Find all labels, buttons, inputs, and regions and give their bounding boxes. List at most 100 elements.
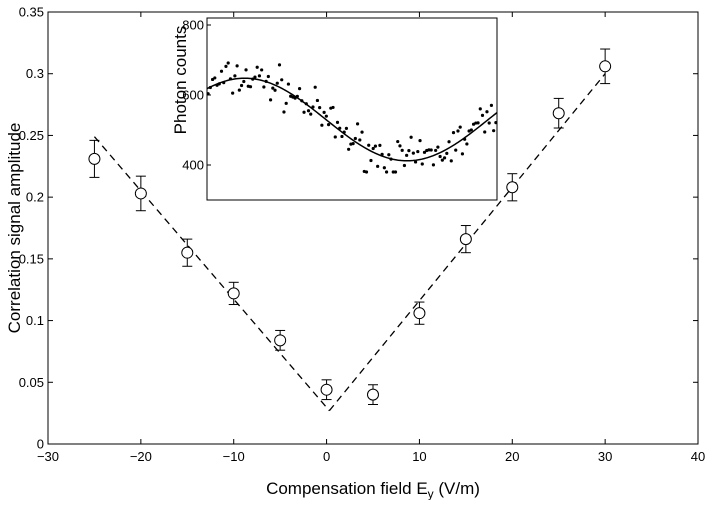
inset-point <box>286 82 291 86</box>
inset-point <box>344 126 349 130</box>
inset-point <box>266 74 270 79</box>
inset-point <box>456 129 460 133</box>
data-point <box>88 152 101 165</box>
inset-point <box>326 122 331 127</box>
inset-point <box>213 76 217 80</box>
x-axis-label: Compensation field Ey (V/m) <box>266 479 480 500</box>
inset-point <box>407 149 411 153</box>
x-tick-label: 0 <box>323 449 330 464</box>
inset-point <box>405 153 409 157</box>
main-axis-ticks: −30 −20 −10 0 10 20 30 4000.050.10.150.20.250.3… <box>19 5 706 465</box>
main-plot-frame <box>47 11 699 445</box>
x-tick-label: 30 <box>598 449 612 464</box>
inset-point <box>233 74 237 78</box>
inset-point <box>431 163 436 167</box>
inset-point <box>469 128 473 132</box>
inset-point <box>400 148 404 152</box>
x-tick-label: −30 <box>37 449 59 464</box>
main-data-points <box>88 48 612 406</box>
inset-point <box>378 143 382 147</box>
data-point <box>274 334 287 347</box>
inset-point <box>206 92 210 96</box>
inset-point <box>364 170 369 174</box>
inset-point <box>447 140 451 144</box>
inset-point <box>454 148 458 152</box>
inset-point <box>451 131 456 135</box>
inset-point <box>387 153 391 157</box>
inset-point <box>297 87 302 91</box>
inset-point <box>333 135 337 139</box>
data-point <box>134 187 147 200</box>
inset-point <box>485 110 489 114</box>
inset-point <box>309 112 313 116</box>
inset-point <box>409 135 413 139</box>
inset-point <box>371 146 375 151</box>
inset-point <box>384 170 389 174</box>
inset-point <box>402 163 407 168</box>
y-tick-label: 0.25 <box>19 128 44 143</box>
inset-point <box>340 134 344 139</box>
x-tick-label: −10 <box>223 449 245 464</box>
inset-point <box>260 68 264 72</box>
inset-point <box>429 148 433 152</box>
inset-point <box>237 88 241 92</box>
inset-point <box>335 120 340 125</box>
data-point <box>367 388 379 401</box>
y-tick-label: 0.3 <box>26 66 44 81</box>
inset-point <box>302 110 306 114</box>
inset-y-tick-label: 600 <box>182 88 204 103</box>
inset-point <box>492 129 496 133</box>
inset-plot: 400 600 800 Photon counts <box>171 17 498 201</box>
inset-point <box>248 85 253 89</box>
data-point <box>552 107 565 120</box>
inset-point <box>306 109 311 113</box>
inset-point <box>355 122 360 126</box>
inset-fit-curve <box>206 77 498 162</box>
inset-point <box>360 130 364 134</box>
inset-point <box>255 65 259 69</box>
inset-y-tick-label: 800 <box>182 18 204 33</box>
inset-point <box>358 138 362 142</box>
fit-line <box>93 136 330 412</box>
inset-point <box>324 114 328 118</box>
inset-point <box>449 159 453 163</box>
data-point <box>459 233 472 246</box>
inset-point <box>445 151 449 155</box>
inset-point <box>440 158 444 162</box>
inset-point <box>398 144 402 148</box>
inset-point <box>282 110 286 114</box>
inset-axis-ticks: 400 600 800 <box>182 18 211 173</box>
inset-point <box>382 166 386 170</box>
inset-point <box>210 77 215 82</box>
inset-point <box>226 61 230 65</box>
inset-point <box>262 85 266 89</box>
x-tick-label: −20 <box>130 449 152 464</box>
inset-point <box>458 125 462 129</box>
inset-point <box>273 88 277 92</box>
inset-point <box>487 121 491 125</box>
inset-point <box>413 160 418 164</box>
inset-point <box>434 148 438 153</box>
data-point <box>599 60 612 73</box>
inset-point <box>353 136 357 141</box>
y-tick-label: 0.1 <box>26 313 44 328</box>
inset-point <box>231 91 235 95</box>
inset-point <box>322 110 326 114</box>
inset-point <box>219 69 224 73</box>
inset-point <box>224 64 228 68</box>
inset-point <box>480 113 485 117</box>
inset-point <box>253 75 257 79</box>
inset-point <box>422 150 427 154</box>
inset-point <box>476 121 480 125</box>
inset-point <box>465 142 469 146</box>
inset-point <box>396 139 400 144</box>
data-point <box>227 287 240 300</box>
inset-point <box>483 130 487 134</box>
inset-point <box>369 158 373 163</box>
y-tick-label: 0 <box>37 437 44 452</box>
inset-point <box>442 156 447 160</box>
inset-point <box>376 164 380 168</box>
inset-point <box>268 98 273 102</box>
inset-point <box>275 81 279 85</box>
inset-point <box>280 78 284 82</box>
